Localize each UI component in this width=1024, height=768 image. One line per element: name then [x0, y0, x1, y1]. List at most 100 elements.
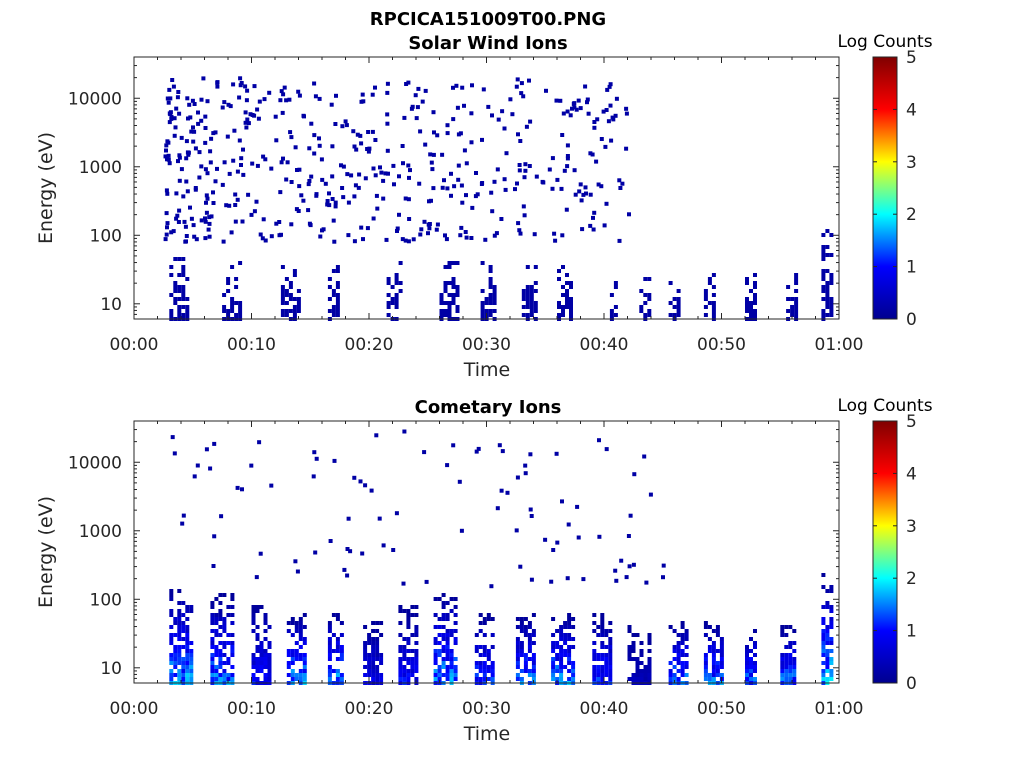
heatmap-cell	[821, 257, 826, 261]
heatmap-cell	[745, 653, 749, 657]
heatmap-cell	[203, 216, 207, 221]
heatmap-cell	[177, 609, 182, 613]
heatmap-cell	[829, 621, 834, 625]
heatmap-cell	[251, 617, 256, 621]
heatmap-cell	[218, 609, 223, 613]
heatmap-cell	[492, 289, 497, 293]
heatmap-cell	[604, 201, 609, 206]
heatmap-cell	[164, 148, 168, 153]
heatmap-cell	[177, 677, 182, 681]
heatmap-cell	[533, 265, 538, 269]
heatmap-cell	[829, 297, 834, 301]
heatmap-cell	[203, 167, 208, 172]
heatmap-cell	[676, 289, 681, 293]
heatmap-cell	[529, 289, 534, 293]
heatmap-cell	[591, 215, 595, 220]
heatmap-cell	[453, 641, 458, 645]
heatmap-cell	[825, 313, 830, 317]
heatmap-cell	[711, 653, 716, 657]
heatmap-cell	[406, 613, 411, 617]
heatmap-cell	[565, 289, 569, 293]
heatmap-cell	[365, 147, 370, 151]
heatmap-cell	[433, 649, 438, 653]
heatmap-cell	[257, 440, 262, 445]
heatmap-cell	[595, 117, 600, 122]
heatmap-cell	[829, 625, 834, 629]
heatmap-cell	[284, 309, 289, 313]
heatmap-cell	[570, 106, 574, 111]
heatmap-cell	[230, 605, 235, 609]
heatmap-cell	[829, 661, 834, 665]
heatmap-cell	[233, 203, 238, 207]
heatmap-cell	[164, 188, 169, 193]
heatmap-cell	[238, 76, 243, 81]
heatmap-cell	[365, 226, 370, 231]
colorbar-tick-label: 4	[906, 100, 917, 120]
heatmap-cell	[571, 645, 576, 649]
heatmap-cell	[561, 305, 565, 309]
heatmap-cell	[277, 233, 282, 238]
heatmap-cell	[394, 281, 399, 285]
heatmap-cell	[214, 629, 219, 633]
heatmap-cell	[624, 106, 629, 111]
heatmap-cell	[298, 677, 303, 681]
heatmap-cell	[515, 657, 520, 661]
heatmap-cell	[255, 609, 260, 613]
heatmap-cell	[455, 293, 460, 297]
heatmap-cell	[480, 301, 485, 305]
heatmap-cell	[523, 625, 528, 629]
heatmap-cell	[230, 645, 235, 649]
heatmap-cell	[786, 297, 791, 301]
colorbar-tick-label: 3	[906, 517, 917, 537]
heatmap-cell	[504, 151, 509, 156]
y-tick-label: 100	[90, 226, 122, 246]
heatmap-cell	[661, 563, 666, 568]
heatmap-cell	[447, 301, 452, 305]
heatmap-cell	[255, 665, 260, 669]
heatmap-cell	[408, 168, 412, 173]
heatmap-cell	[366, 130, 371, 134]
heatmap-cell	[469, 236, 474, 240]
heatmap-cell	[715, 633, 720, 637]
heatmap-cell	[829, 605, 834, 609]
heatmap-cell	[531, 665, 536, 669]
heatmap-cell	[508, 97, 513, 102]
heatmap-cell	[284, 313, 289, 317]
heatmap-cell	[445, 637, 450, 641]
heatmap-cell	[224, 203, 229, 208]
heatmap-cell	[481, 87, 486, 92]
heatmap-cell	[297, 167, 302, 172]
heatmap-cell	[529, 514, 534, 518]
heatmap-cell	[445, 645, 450, 649]
heatmap-cell	[250, 161, 255, 166]
heatmap-cell	[359, 141, 364, 146]
heatmap-cell	[825, 629, 830, 633]
heatmap-cell	[449, 609, 454, 613]
heatmap-cell	[490, 633, 495, 637]
heatmap-cell	[486, 669, 491, 673]
heatmap-cell	[226, 605, 231, 609]
heatmap-cell	[414, 633, 419, 637]
heatmap-cell	[597, 438, 601, 443]
heatmap-cell	[251, 665, 256, 669]
heatmap-cell	[343, 119, 348, 124]
heatmap-cell	[829, 313, 834, 317]
heatmap-cell	[596, 657, 601, 661]
heatmap-cell	[410, 613, 415, 617]
heatmap-cell	[375, 665, 380, 669]
heatmap-cell	[676, 649, 681, 653]
x-axis: 00:00 00:10 00:20 00:30 00:40 00:50 01:00	[110, 421, 864, 719]
heatmap-cell	[445, 131, 450, 136]
heatmap-cell	[474, 673, 479, 677]
heatmap-cell	[567, 617, 572, 621]
heatmap-cell	[210, 645, 215, 649]
x-tick-label: 01:00	[815, 699, 864, 719]
heatmap-cell	[302, 625, 307, 629]
colorbar-label: Log Counts	[837, 32, 932, 52]
heatmap-cell	[825, 641, 830, 645]
heatmap-cell	[169, 657, 174, 661]
heatmap-cell	[443, 285, 448, 289]
heatmap-cell	[367, 661, 372, 665]
heatmap-cell	[480, 313, 485, 317]
heatmap-cell	[541, 180, 546, 185]
